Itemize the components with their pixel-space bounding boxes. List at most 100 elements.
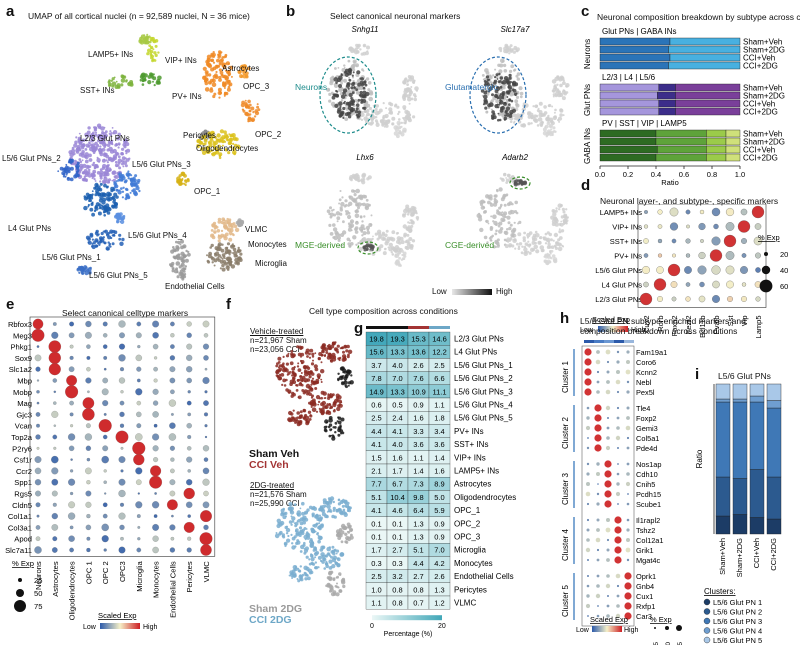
feature-point — [526, 236, 529, 239]
umap-point — [291, 516, 296, 521]
x-tick-label: 0.6 — [679, 170, 689, 179]
feature-point — [348, 239, 352, 242]
umap-point — [223, 94, 226, 97]
umap-point — [228, 82, 233, 87]
feature-point — [351, 189, 355, 193]
dot — [53, 424, 57, 427]
feature-point — [362, 237, 367, 241]
stacked-bar-segment — [658, 83, 676, 92]
umap-point — [235, 137, 237, 140]
umap-point — [118, 177, 124, 182]
feature-point — [338, 233, 341, 237]
feature-point — [350, 242, 354, 246]
feature-point-high — [336, 109, 341, 114]
umap-point — [220, 235, 223, 238]
dot — [626, 502, 630, 506]
umap-point — [306, 378, 311, 382]
stacked-bar-segment — [599, 107, 659, 116]
dot — [152, 501, 160, 509]
dot — [698, 251, 706, 260]
umap-point — [296, 578, 299, 580]
feature-point — [328, 223, 332, 227]
dot — [605, 527, 611, 533]
dot — [120, 446, 124, 450]
umap-point — [217, 258, 221, 262]
feature-point — [502, 59, 505, 63]
feature-point — [333, 83, 336, 86]
feature-point-high — [350, 96, 353, 100]
dot — [596, 492, 600, 496]
umap-point — [237, 69, 242, 75]
umap-point — [84, 178, 88, 182]
scale-label: Percentage (%) — [384, 631, 433, 638]
umap-point — [94, 180, 97, 182]
dot — [200, 544, 212, 556]
dot — [204, 367, 208, 371]
feature-point — [403, 232, 408, 237]
umap-point — [347, 505, 350, 508]
umap-point — [106, 191, 111, 197]
umap-point — [314, 546, 317, 550]
dot — [136, 514, 141, 519]
umap-point — [105, 179, 110, 184]
feature-point — [537, 240, 542, 245]
dot — [69, 491, 74, 496]
feature-point — [558, 236, 563, 240]
feature-point — [344, 199, 348, 203]
umap-point — [228, 231, 233, 235]
umap-point — [101, 132, 104, 135]
umap-point — [292, 372, 297, 377]
heatmap-value: 1.7 — [392, 467, 402, 476]
umap-point — [228, 237, 233, 242]
dot — [118, 489, 126, 498]
dot — [604, 460, 612, 468]
umap-point — [127, 177, 130, 180]
umap-point — [210, 229, 214, 232]
umap-point — [304, 371, 309, 377]
feature-point — [506, 46, 512, 51]
feature-point — [343, 78, 347, 83]
dot — [616, 482, 620, 486]
condition-label: CCI+Veh — [752, 538, 761, 568]
cluster-label: Cluster 4 — [561, 528, 570, 561]
umap-point — [229, 65, 234, 70]
gene-label: Apod — [14, 535, 32, 544]
dot — [102, 400, 109, 407]
dot — [586, 406, 590, 410]
dot — [34, 546, 42, 554]
dot — [118, 546, 126, 554]
dot — [65, 385, 79, 399]
umap-point — [228, 141, 233, 145]
umap-point — [323, 567, 326, 570]
umap-point — [342, 525, 348, 531]
umap-point — [100, 139, 105, 143]
umap-point — [240, 75, 244, 78]
feature-point-high — [339, 105, 342, 108]
feature-point — [343, 64, 346, 67]
feature-point — [540, 112, 545, 117]
feature-point — [363, 44, 366, 47]
umap-point — [308, 558, 311, 561]
heatmap-value: 1.4 — [413, 467, 423, 476]
umap-point — [287, 389, 292, 394]
umap-point — [344, 374, 349, 379]
feature-point-high — [351, 102, 355, 106]
feature-point-high — [499, 93, 502, 96]
umap-point — [343, 499, 348, 504]
feature-point-high — [362, 90, 367, 95]
umap-point — [216, 229, 221, 233]
dot — [584, 388, 592, 396]
dot — [626, 390, 630, 394]
feature-point — [413, 209, 418, 214]
dot — [740, 266, 748, 274]
dot — [137, 537, 141, 541]
feature-point — [368, 90, 373, 95]
dot — [135, 354, 142, 362]
feature-point — [354, 213, 360, 219]
umap-point — [91, 133, 95, 137]
feature-point-high — [353, 86, 356, 90]
feature-point — [505, 177, 507, 179]
feature-point — [506, 173, 511, 178]
feature-point — [344, 117, 349, 121]
umap-point — [317, 403, 320, 406]
